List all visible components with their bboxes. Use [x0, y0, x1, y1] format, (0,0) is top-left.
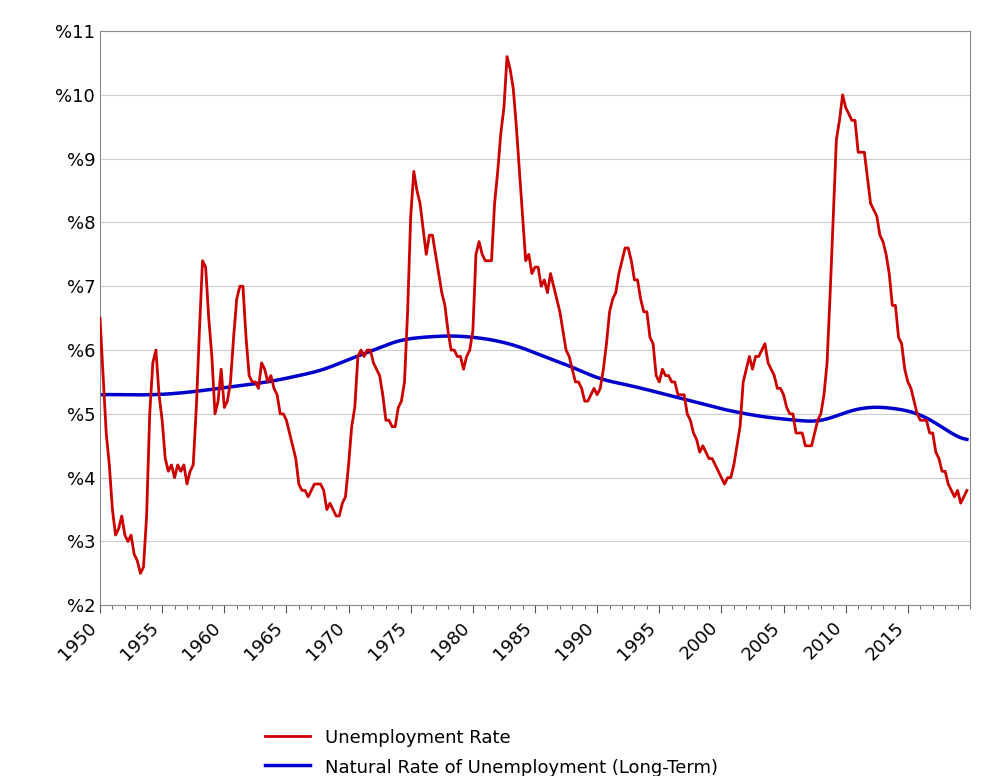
- Unemployment Rate: [635, 294, 647, 303]
- Line: Unemployment Rate: Unemployment Rate: [100, 57, 967, 573]
- Natural Rate of Unemployment (Long-Term): [690, 397, 702, 407]
- Natural Rate of Unemployment (Long-Term): [444, 331, 456, 341]
- Natural Rate of Unemployment (Long-Term): [183, 387, 195, 397]
- Unemployment Rate: [815, 409, 827, 418]
- Unemployment Rate: [517, 211, 529, 220]
- Unemployment Rate: [821, 359, 833, 368]
- Unemployment Rate: [94, 314, 106, 323]
- Unemployment Rate: [961, 486, 973, 495]
- Unemployment Rate: [134, 569, 146, 578]
- Natural Rate of Unemployment (Long-Term): [445, 331, 457, 341]
- Unemployment Rate: [594, 383, 606, 393]
- Unemployment Rate: [231, 294, 243, 303]
- Natural Rate of Unemployment (Long-Term): [477, 334, 489, 343]
- Natural Rate of Unemployment (Long-Term): [786, 415, 798, 424]
- Legend: Unemployment Rate, Natural Rate of Unemployment (Long-Term): Unemployment Rate, Natural Rate of Unemp…: [265, 729, 718, 776]
- Unemployment Rate: [501, 52, 513, 61]
- Natural Rate of Unemployment (Long-Term): [961, 435, 973, 444]
- Natural Rate of Unemployment (Long-Term): [771, 414, 783, 423]
- Natural Rate of Unemployment (Long-Term): [94, 390, 106, 400]
- Line: Natural Rate of Unemployment (Long-Term): Natural Rate of Unemployment (Long-Term): [100, 336, 967, 439]
